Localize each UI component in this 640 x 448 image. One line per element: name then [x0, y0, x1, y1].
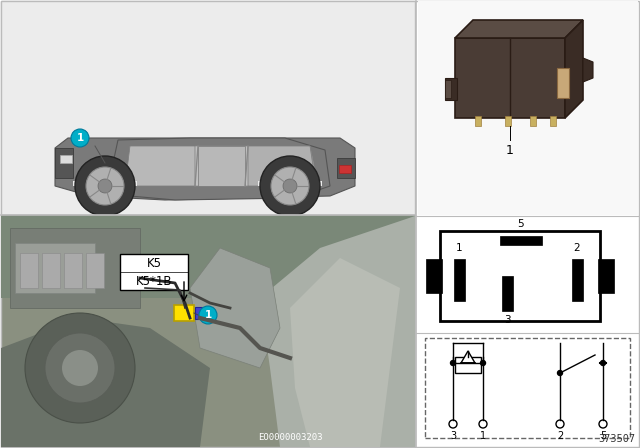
Bar — [445, 80, 451, 98]
Bar — [557, 68, 569, 98]
Bar — [455, 357, 481, 373]
Bar — [60, 155, 72, 163]
Polygon shape — [258, 181, 322, 186]
Circle shape — [45, 333, 115, 403]
Bar — [445, 78, 457, 100]
Circle shape — [600, 361, 605, 366]
Text: EO0000003203: EO0000003203 — [258, 433, 323, 442]
Polygon shape — [198, 146, 245, 186]
Polygon shape — [461, 351, 475, 363]
Circle shape — [62, 350, 98, 386]
Bar — [15, 243, 95, 293]
Circle shape — [451, 361, 456, 366]
Circle shape — [71, 129, 89, 147]
Text: 1: 1 — [456, 243, 462, 253]
Circle shape — [271, 167, 309, 205]
Text: 5: 5 — [516, 219, 524, 229]
Circle shape — [25, 313, 135, 423]
Circle shape — [86, 167, 124, 205]
Bar — [337, 158, 355, 178]
Text: 1: 1 — [76, 133, 84, 143]
Bar — [505, 116, 511, 126]
Text: 5: 5 — [600, 431, 606, 441]
Bar — [455, 38, 565, 118]
Circle shape — [199, 306, 217, 324]
Text: K5*1B: K5*1B — [136, 275, 172, 288]
Circle shape — [283, 179, 297, 193]
Polygon shape — [108, 138, 330, 200]
Bar — [598, 259, 614, 293]
Polygon shape — [1, 318, 210, 447]
Bar — [475, 116, 481, 126]
Circle shape — [98, 179, 112, 193]
Polygon shape — [73, 181, 137, 186]
Text: 1: 1 — [204, 310, 212, 320]
Bar — [530, 116, 536, 126]
Polygon shape — [583, 58, 593, 82]
Polygon shape — [55, 138, 355, 200]
Bar — [500, 236, 542, 245]
Polygon shape — [260, 216, 415, 447]
Bar — [55, 148, 73, 178]
Bar — [1, 1, 415, 215]
Circle shape — [481, 361, 486, 366]
Circle shape — [599, 420, 607, 428]
Text: 1: 1 — [506, 144, 514, 157]
Bar — [425, 338, 630, 438]
Polygon shape — [290, 258, 400, 447]
Bar — [1, 215, 415, 298]
Bar — [339, 165, 351, 173]
Circle shape — [556, 420, 564, 428]
Bar — [1, 215, 415, 447]
Text: 3: 3 — [450, 431, 456, 441]
Bar — [42, 253, 60, 288]
Bar — [86, 253, 104, 288]
Text: 3: 3 — [504, 315, 510, 325]
Bar — [20, 253, 38, 288]
Bar — [174, 305, 194, 321]
Text: 1: 1 — [480, 431, 486, 441]
Bar — [550, 116, 556, 126]
Bar — [120, 254, 188, 290]
Circle shape — [449, 420, 457, 428]
Bar — [10, 228, 140, 308]
Polygon shape — [125, 146, 195, 186]
Text: 2: 2 — [557, 431, 563, 441]
Text: 373507: 373507 — [598, 434, 635, 444]
Bar — [195, 307, 202, 319]
Polygon shape — [190, 248, 280, 368]
Text: K5: K5 — [147, 257, 161, 270]
Bar — [418, 1, 638, 215]
Polygon shape — [455, 20, 583, 38]
Bar — [572, 259, 583, 301]
Circle shape — [260, 156, 320, 216]
Bar — [64, 253, 82, 288]
Text: 2: 2 — [573, 243, 580, 253]
Circle shape — [75, 156, 135, 216]
Bar — [440, 231, 600, 321]
Bar — [426, 259, 442, 293]
Bar — [454, 259, 465, 301]
Circle shape — [479, 420, 487, 428]
Polygon shape — [565, 20, 583, 118]
Circle shape — [557, 370, 563, 375]
Polygon shape — [248, 146, 316, 186]
Polygon shape — [125, 146, 318, 186]
Bar — [502, 276, 513, 311]
